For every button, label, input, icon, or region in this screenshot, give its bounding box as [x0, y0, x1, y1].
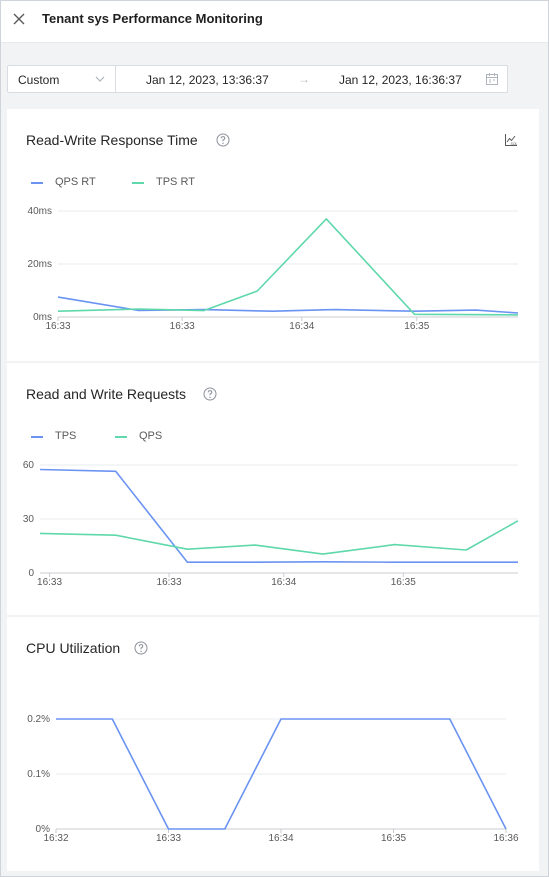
x-tick-label: 16:33	[157, 577, 182, 588]
y-tick-label: 20ms	[28, 259, 52, 270]
y-tick-label: 60	[23, 460, 35, 471]
svg-text:SQL: SQL	[511, 142, 518, 146]
x-tick-label: 16:33	[156, 833, 181, 844]
x-tick-label: 16:33	[170, 321, 195, 332]
chart-title: Read-Write Response Time	[26, 132, 198, 148]
page-title: Tenant sys Performance Monitoring	[42, 11, 263, 26]
panel-header: Tenant sys Performance Monitoring	[1, 1, 548, 43]
response-time-card: Read-Write Response Time SQL QPS RT TPS …	[7, 109, 539, 361]
legend-swatch-green	[115, 436, 127, 438]
x-tick-label: 16:35	[391, 577, 416, 588]
x-tick-label: 16:35	[381, 833, 406, 844]
legend-item-tps-rt[interactable]: TPS RT	[156, 176, 195, 188]
cpu-utilization-card: CPU Utilization 0% 0.1% 0.2% 16:32 16:33 16:3…	[7, 617, 539, 871]
x-tick-label: 16:33	[45, 321, 70, 332]
series-line-1	[56, 718, 507, 830]
legend-item-qps-rt[interactable]: QPS RT	[55, 176, 96, 188]
y-tick-label: 0ms	[33, 312, 52, 323]
chevron-down-icon	[95, 76, 105, 82]
chart-title: CPU Utilization	[26, 640, 121, 656]
series-line-2	[57, 218, 519, 316]
x-tick-label: 16:34	[268, 833, 293, 844]
series-line-1	[57, 296, 519, 314]
chart-title: Read and Write Requests	[26, 386, 187, 402]
legend-swatch-blue	[31, 436, 43, 438]
legend-swatch-blue	[31, 182, 43, 184]
legend-swatch-green	[132, 182, 144, 184]
legend-item-tps[interactable]: TPS	[55, 430, 77, 442]
cpu-utilization-chart: 0% 0.1% 0.2% 16:32 16:33 16:34 16:35 16:36	[27, 714, 519, 844]
question-icon[interactable]	[216, 133, 230, 147]
question-icon[interactable]	[134, 641, 148, 655]
start-date-input[interactable]: Jan 12, 2023, 13:36:37	[146, 73, 269, 87]
requests-chart: 0 30 60 16:33 16:33 16:34 16:35	[23, 460, 519, 588]
x-tick-label: 16:32	[43, 833, 68, 844]
x-tick-label: 16:36	[493, 833, 518, 844]
series-line-1	[39, 468, 518, 563]
x-tick-label: 16:33	[37, 577, 62, 588]
range-type-value: Custom	[18, 73, 60, 87]
series-line-2	[39, 520, 519, 555]
x-tick-label: 16:35	[404, 321, 429, 332]
response-time-chart: 0ms 20ms 40ms 16:33 16:33 16:34 16:35	[28, 206, 519, 332]
x-tick-label: 16:34	[289, 321, 314, 332]
range-type-select[interactable]: Custom	[8, 66, 116, 92]
y-tick-label: 30	[23, 514, 35, 525]
time-range-picker: Custom Jan 12, 2023, 13:36:37 → Jan 12, …	[7, 65, 508, 93]
range-separator: →	[298, 72, 310, 86]
y-tick-label: 0.2%	[27, 714, 50, 725]
x-tick-label: 16:34	[271, 577, 296, 588]
y-tick-label: 0.1%	[27, 769, 50, 780]
calendar-icon[interactable]	[485, 72, 499, 86]
close-icon[interactable]	[11, 11, 27, 27]
y-tick-label: 0	[28, 568, 34, 579]
sql-chart-icon[interactable]: SQL	[504, 133, 518, 147]
y-tick-label: 0%	[36, 824, 51, 835]
end-date-input[interactable]: Jan 12, 2023, 16:36:37	[339, 73, 462, 87]
legend-item-qps[interactable]: QPS	[139, 430, 163, 442]
question-icon[interactable]	[203, 387, 217, 401]
requests-card: Read and Write Requests TPS QPS 0 30 60 16:…	[7, 363, 539, 615]
y-tick-label: 40ms	[28, 206, 52, 217]
